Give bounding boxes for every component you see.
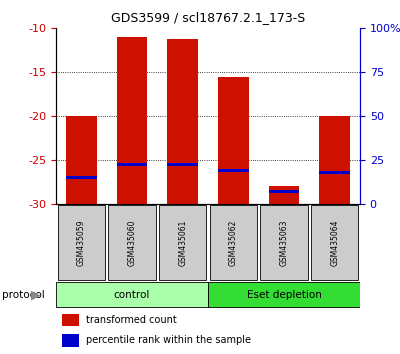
Title: GDS3599 / scl18767.2.1_173-S: GDS3599 / scl18767.2.1_173-S — [111, 11, 305, 24]
Bar — [117, 162, 147, 166]
Bar — [269, 190, 299, 193]
Bar — [210, 205, 257, 280]
Bar — [56, 282, 208, 307]
Text: GSM435059: GSM435059 — [77, 219, 86, 266]
Text: ▶: ▶ — [31, 288, 41, 301]
Bar — [66, 116, 96, 204]
Text: Eset depletion: Eset depletion — [246, 290, 322, 300]
Bar — [108, 205, 156, 280]
Text: protocol: protocol — [2, 290, 45, 300]
Text: GSM435060: GSM435060 — [128, 219, 136, 266]
Text: GSM435064: GSM435064 — [330, 219, 339, 266]
Bar — [66, 176, 96, 179]
Bar — [159, 205, 206, 280]
Bar — [260, 205, 308, 280]
Bar — [320, 116, 350, 204]
Bar — [218, 169, 248, 172]
Text: GSM435061: GSM435061 — [178, 219, 187, 266]
Bar — [320, 171, 350, 175]
Bar — [168, 162, 198, 166]
Text: control: control — [114, 290, 150, 300]
Bar — [218, 76, 248, 204]
Bar — [58, 205, 105, 280]
Text: percentile rank within the sample: percentile rank within the sample — [86, 335, 252, 345]
Text: transformed count: transformed count — [86, 315, 177, 325]
Bar — [62, 334, 79, 347]
Bar — [269, 186, 299, 204]
Bar — [208, 282, 360, 307]
Text: GSM435063: GSM435063 — [280, 219, 288, 266]
Bar — [311, 205, 358, 280]
Bar — [168, 39, 198, 204]
Text: GSM435062: GSM435062 — [229, 219, 238, 266]
Bar — [62, 314, 79, 326]
Bar — [117, 37, 147, 204]
